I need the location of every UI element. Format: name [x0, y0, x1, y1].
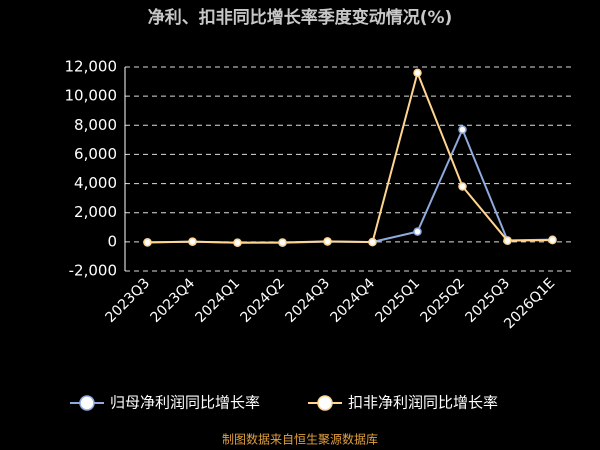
y-tick-label: 0 [107, 232, 117, 250]
data-point [278, 238, 287, 247]
data-point [368, 237, 377, 247]
legend-marker [317, 395, 333, 411]
x-tick-label: 2024Q3 [283, 275, 334, 326]
y-tick-label: 8,000 [74, 116, 117, 134]
x-tick-label: 2023Q4 [148, 275, 199, 326]
data-point [143, 238, 152, 247]
y-tick-label: 4,000 [74, 174, 117, 192]
series-line [147, 69, 553, 244]
data-point [503, 236, 512, 245]
data-point [188, 237, 197, 246]
data-point [323, 237, 332, 246]
data-point [458, 182, 467, 191]
y-tick-label: 6,000 [74, 145, 117, 163]
series-line [147, 127, 553, 244]
x-tick-label: 2024Q1 [193, 275, 244, 326]
x-tick-label: 2023Q3 [103, 275, 154, 326]
y-tick-label: 2,000 [74, 203, 117, 221]
x-tick-label: 2024Q4 [328, 275, 379, 326]
x-tick-label: 2025Q2 [418, 275, 469, 326]
data-point [413, 68, 422, 78]
legend-label: 归母净利润同比增长率 [110, 394, 260, 412]
legend-label: 扣非净利润同比增长率 [348, 394, 498, 412]
x-tick-label: 2025Q1 [373, 275, 424, 326]
data-point [233, 238, 242, 247]
data-point [413, 227, 422, 236]
chart-title: 净利、扣非同比增长率季度变动情况(%) [148, 7, 453, 28]
x-tick-label: 2024Q2 [238, 275, 289, 326]
source-note: 制图数据来自恒生聚源数据库 [222, 432, 378, 447]
data-point [458, 125, 467, 134]
legend-marker [79, 395, 95, 411]
y-tick-label: 10,000 [65, 87, 118, 105]
y-tick-label: -2,000 [69, 262, 117, 280]
y-tick-label: 12,000 [65, 58, 118, 76]
data-point [548, 235, 557, 245]
